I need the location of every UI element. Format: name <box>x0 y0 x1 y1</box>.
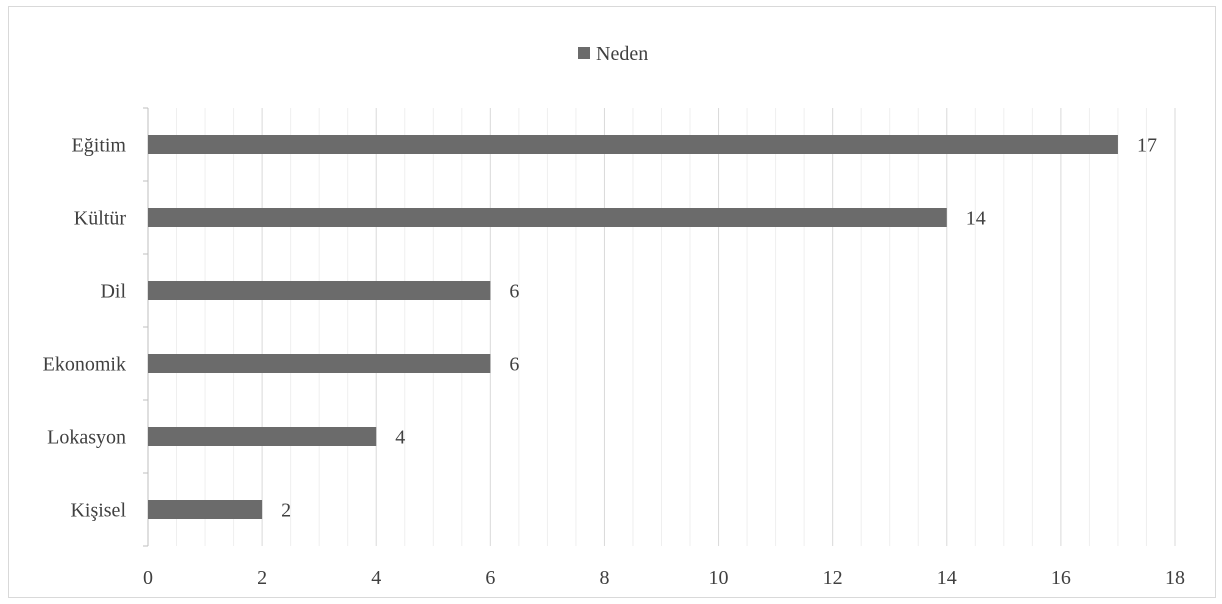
x-tick-label: 14 <box>937 567 957 589</box>
data-label: 2 <box>281 500 291 522</box>
x-tick-label: 6 <box>485 567 495 589</box>
bar-5 <box>148 427 377 446</box>
data-label: 6 <box>509 281 519 303</box>
bar-1 <box>148 135 1118 154</box>
category-label: Dil <box>100 281 126 303</box>
legend-swatch <box>578 47 590 59</box>
x-tick-label: 4 <box>371 567 381 589</box>
data-label: 17 <box>1137 135 1157 157</box>
data-label: 6 <box>509 354 519 376</box>
legend-label: Neden <box>596 43 648 65</box>
chart-frame <box>8 6 1216 598</box>
x-tick-label: 18 <box>1165 567 1185 589</box>
category-label: Ekonomik <box>43 354 126 376</box>
x-tick-label: 0 <box>143 567 153 589</box>
bar-4 <box>148 354 491 373</box>
data-label: 4 <box>395 427 405 449</box>
bar-3 <box>148 281 491 300</box>
category-label: Eğitim <box>72 135 127 157</box>
bar-2 <box>148 208 947 227</box>
x-tick-label: 10 <box>709 567 729 589</box>
x-tick-label: 2 <box>257 567 267 589</box>
x-tick-label: 16 <box>1051 567 1071 589</box>
bar-6 <box>148 500 263 519</box>
x-tick-label: 12 <box>823 567 843 589</box>
x-tick-label: 8 <box>599 567 609 589</box>
category-label: Kişisel <box>70 500 126 522</box>
data-label: 14 <box>966 208 986 230</box>
category-label: Lokasyon <box>47 427 126 449</box>
category-label: Kültür <box>74 208 127 230</box>
